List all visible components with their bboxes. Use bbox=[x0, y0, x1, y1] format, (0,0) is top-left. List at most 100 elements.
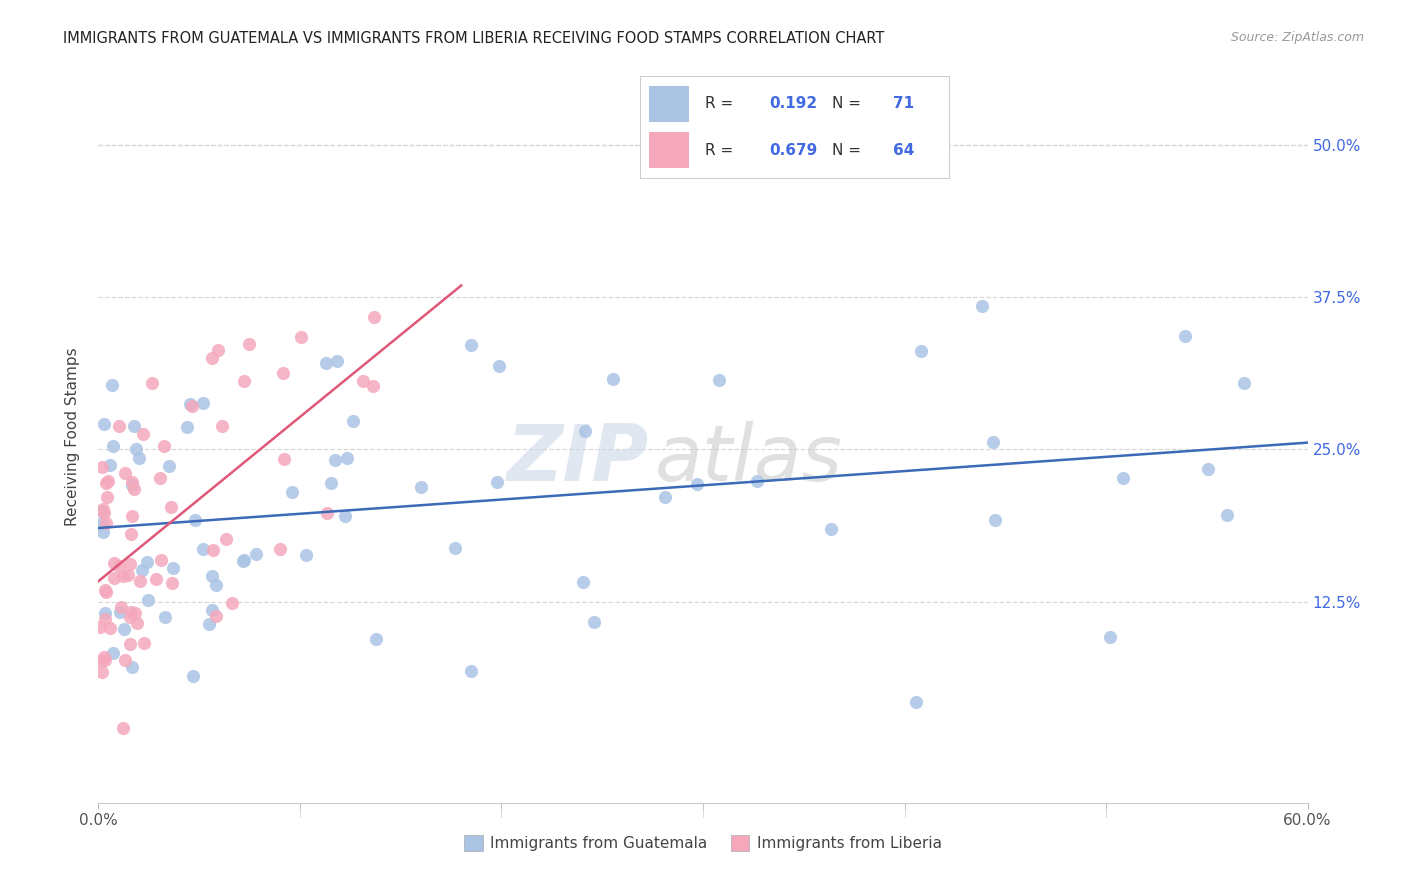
Text: N =: N = bbox=[831, 144, 865, 158]
Point bbox=[128, 574, 150, 589]
Point bbox=[984, 513, 1007, 527]
Point bbox=[180, 400, 202, 414]
Point bbox=[89, 620, 111, 634]
Point bbox=[460, 338, 482, 352]
Point bbox=[1099, 630, 1122, 644]
Point bbox=[342, 414, 364, 428]
Point bbox=[117, 568, 139, 582]
Point bbox=[141, 376, 163, 390]
Point bbox=[122, 418, 145, 433]
Point bbox=[1174, 329, 1197, 343]
Text: ZIP: ZIP bbox=[506, 421, 648, 497]
Point bbox=[98, 458, 121, 472]
Text: R =: R = bbox=[704, 144, 738, 158]
Point bbox=[572, 574, 595, 589]
Point bbox=[193, 541, 215, 556]
Point bbox=[112, 622, 135, 636]
Point bbox=[121, 475, 143, 489]
Point bbox=[134, 636, 156, 650]
FancyBboxPatch shape bbox=[650, 87, 689, 122]
Point bbox=[114, 653, 136, 667]
Point bbox=[120, 526, 142, 541]
Point bbox=[574, 425, 596, 439]
Point bbox=[205, 578, 228, 592]
Point bbox=[131, 563, 153, 577]
Point bbox=[1233, 376, 1256, 390]
Point bbox=[197, 617, 219, 632]
Text: N =: N = bbox=[831, 96, 865, 111]
Point bbox=[136, 593, 159, 607]
Point bbox=[366, 632, 388, 647]
Point bbox=[96, 490, 118, 504]
Point bbox=[125, 442, 148, 457]
Point bbox=[245, 548, 267, 562]
Point bbox=[91, 504, 114, 518]
Point bbox=[333, 508, 356, 523]
Point bbox=[654, 490, 676, 504]
Point bbox=[972, 299, 994, 313]
Point bbox=[485, 475, 508, 490]
Point bbox=[1112, 471, 1135, 485]
Point bbox=[707, 373, 730, 387]
Point bbox=[94, 516, 117, 530]
Text: atlas: atlas bbox=[655, 421, 842, 497]
Point bbox=[120, 605, 142, 619]
Point bbox=[94, 475, 117, 490]
Point bbox=[363, 310, 385, 325]
Text: 71: 71 bbox=[893, 96, 914, 111]
Point bbox=[238, 337, 260, 351]
Point bbox=[162, 560, 184, 574]
Point bbox=[125, 615, 148, 630]
Text: IMMIGRANTS FROM GUATEMALA VS IMMIGRANTS FROM LIBERIA RECEIVING FOOD STAMPS CORRE: IMMIGRANTS FROM GUATEMALA VS IMMIGRANTS … bbox=[63, 31, 884, 46]
Point bbox=[128, 451, 150, 466]
Point bbox=[211, 418, 233, 433]
Point bbox=[103, 571, 125, 585]
Point bbox=[110, 605, 132, 619]
Point bbox=[582, 615, 605, 629]
Point bbox=[103, 556, 125, 570]
Point bbox=[90, 665, 112, 680]
Point bbox=[460, 665, 482, 679]
Text: Source: ZipAtlas.com: Source: ZipAtlas.com bbox=[1230, 31, 1364, 45]
Point bbox=[101, 378, 124, 392]
Point bbox=[221, 596, 243, 610]
Point bbox=[101, 646, 124, 660]
Point bbox=[215, 532, 238, 546]
Point bbox=[820, 522, 842, 536]
Point bbox=[205, 608, 228, 623]
Point bbox=[269, 542, 291, 557]
Point bbox=[121, 509, 143, 524]
Point bbox=[90, 654, 112, 668]
Point bbox=[201, 569, 224, 583]
Point bbox=[155, 610, 177, 624]
Point bbox=[321, 475, 343, 490]
Point bbox=[201, 543, 224, 558]
Point bbox=[149, 553, 172, 567]
Point bbox=[685, 476, 707, 491]
Point bbox=[124, 606, 146, 620]
Point bbox=[488, 359, 510, 373]
Point bbox=[273, 366, 295, 380]
Point bbox=[93, 417, 115, 431]
Point bbox=[1215, 508, 1237, 522]
Point bbox=[336, 451, 359, 466]
Point bbox=[176, 420, 198, 434]
Point bbox=[323, 452, 346, 467]
Point bbox=[145, 572, 167, 586]
Point bbox=[112, 569, 135, 583]
Point bbox=[232, 554, 254, 568]
Point bbox=[315, 357, 337, 371]
Point bbox=[94, 607, 117, 621]
Point bbox=[100, 622, 122, 636]
Y-axis label: Receiving Food Stamps: Receiving Food Stamps bbox=[65, 348, 80, 526]
Point bbox=[93, 650, 115, 665]
Text: 64: 64 bbox=[893, 144, 915, 158]
Point bbox=[352, 374, 374, 388]
Point bbox=[120, 637, 142, 651]
Text: R =: R = bbox=[704, 96, 738, 111]
Point bbox=[233, 553, 256, 567]
Point bbox=[179, 397, 201, 411]
Point bbox=[153, 439, 176, 453]
FancyBboxPatch shape bbox=[650, 132, 689, 168]
Point bbox=[90, 459, 112, 474]
